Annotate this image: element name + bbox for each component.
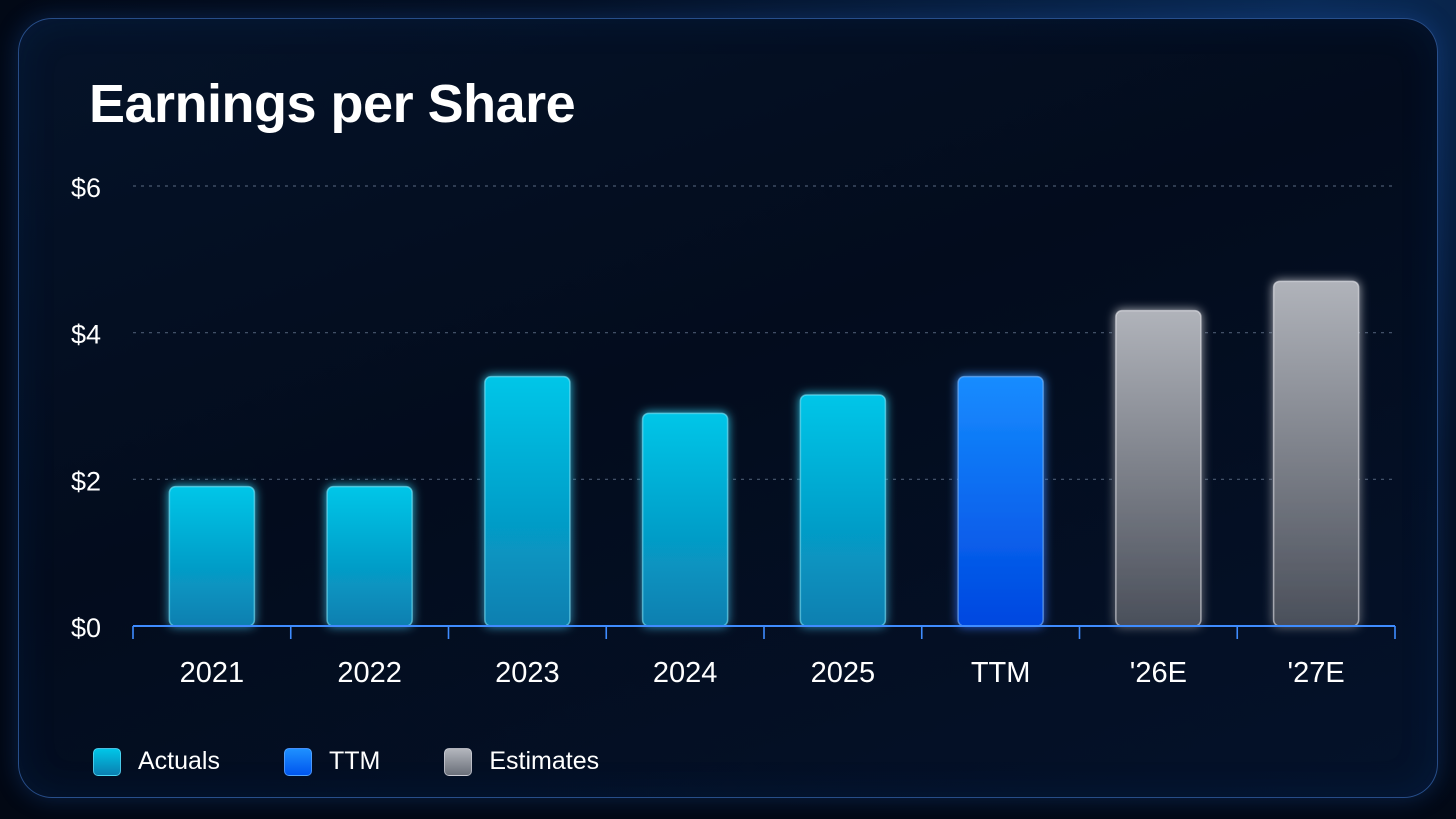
legend: Actuals TTM Estimates bbox=[93, 747, 663, 776]
x-tick-label: 2021 bbox=[180, 657, 245, 689]
legend-label-ttm: TTM bbox=[328, 747, 381, 775]
y-tick-label: $6 bbox=[71, 173, 101, 203]
legend-item-ttm: TTM bbox=[283, 747, 381, 776]
y-tick-label: $2 bbox=[71, 466, 101, 496]
x-tick-label: 2023 bbox=[495, 657, 560, 689]
x-tick-label: 2022 bbox=[337, 657, 402, 689]
legend-item-estimates: Estimates bbox=[444, 747, 599, 776]
legend-item-actuals: Actuals bbox=[93, 747, 220, 776]
legend-label-estimates: Estimates bbox=[489, 747, 600, 775]
chart-card: Earnings per Share bbox=[18, 18, 1438, 798]
bar-27e bbox=[1272, 280, 1360, 627]
y-axis-tick-labels: $0 $2 $4 $6 bbox=[71, 173, 101, 643]
legend-swatch-estimates bbox=[444, 747, 473, 776]
legend-swatch-ttm bbox=[283, 747, 312, 776]
bars bbox=[168, 280, 1360, 627]
bar-2025 bbox=[799, 394, 887, 627]
bar-ttm bbox=[957, 375, 1044, 627]
bar-2022 bbox=[326, 485, 413, 627]
legend-swatch-actuals bbox=[93, 747, 121, 776]
bar-2023 bbox=[484, 375, 571, 627]
x-tick-label: '26E bbox=[1130, 657, 1187, 689]
bar-chart: $0 $2 $4 $6 2021 2022 2023 2024 2025 TTM '26E '27E bbox=[71, 173, 1396, 689]
grid-lines bbox=[133, 185, 1395, 480]
x-tick-label: TTM bbox=[971, 657, 1031, 689]
bar-26e bbox=[1115, 309, 1202, 627]
y-tick-label: $0 bbox=[71, 613, 101, 643]
chart-title: Earnings per Share bbox=[89, 74, 576, 134]
legend-label-actuals: Actuals bbox=[138, 747, 220, 775]
bar-2021 bbox=[168, 485, 256, 627]
x-axis-tick-labels: 2021 2022 2023 2024 2025 TTM '26E '27E bbox=[180, 657, 1345, 689]
x-axis bbox=[132, 625, 1396, 639]
x-tick-label: 2025 bbox=[811, 657, 876, 689]
x-tick-label: 2024 bbox=[653, 657, 718, 689]
y-tick-label: $4 bbox=[71, 320, 101, 350]
x-tick-label: '27E bbox=[1288, 657, 1345, 689]
bar-2024 bbox=[641, 412, 729, 627]
